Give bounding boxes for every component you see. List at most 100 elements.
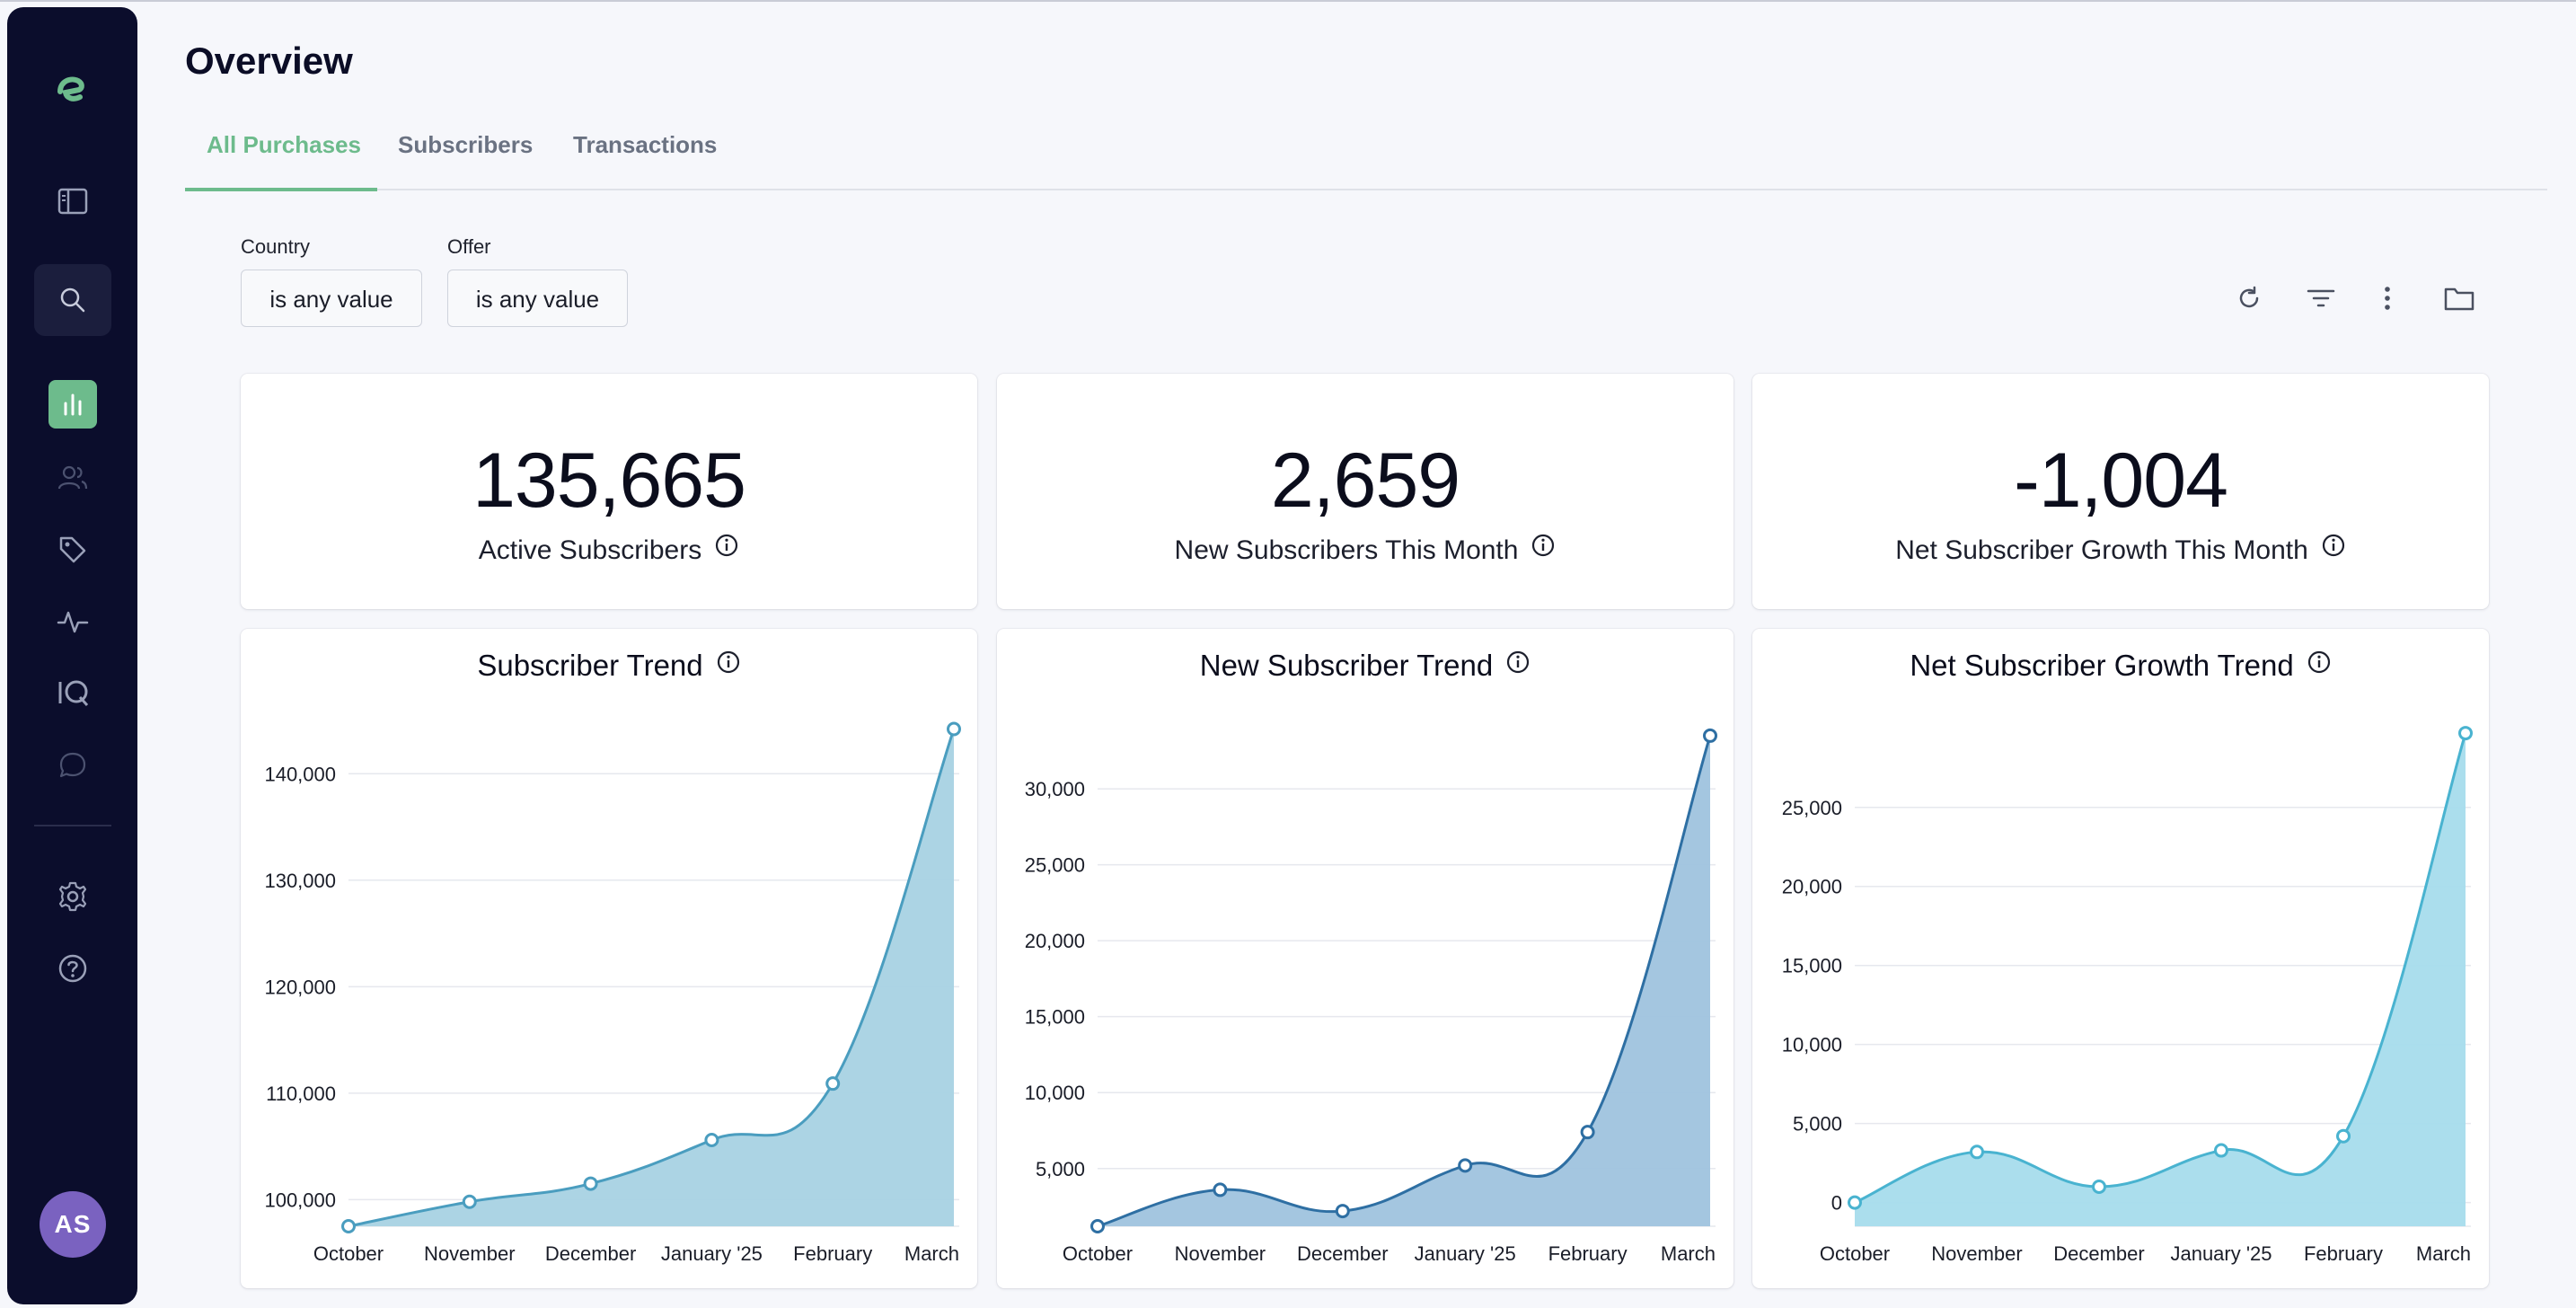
sidebar-item-activity[interactable] [34, 586, 111, 658]
y-tick-label: 10,000 [1782, 1034, 1842, 1056]
data-point[interactable] [1458, 1158, 1473, 1173]
info-icon[interactable] [2307, 648, 2332, 682]
kpi-label-wrap: Net Subscriber Growth This Month [1752, 533, 2489, 568]
chart-title: Subscriber Trend [477, 649, 703, 682]
x-tick-label: December [2053, 1242, 2144, 1265]
refresh-button[interactable] [2222, 271, 2276, 325]
logo-icon [57, 76, 84, 102]
data-point[interactable] [1213, 1182, 1228, 1198]
app-logo[interactable] [34, 54, 111, 126]
search-icon [60, 287, 85, 313]
filter-icon [2307, 289, 2335, 307]
data-point[interactable] [947, 721, 961, 737]
x-tick-label: November [424, 1242, 515, 1265]
iq-icon [58, 680, 89, 706]
data-point[interactable] [1703, 728, 1717, 743]
data-point[interactable] [2336, 1128, 2351, 1144]
kpi-label: New Subscribers This Month [1174, 535, 1519, 565]
y-tick-label: 25,000 [1025, 854, 1085, 877]
y-tick-label: 0 [1831, 1192, 1842, 1215]
data-point[interactable] [1090, 1219, 1105, 1233]
info-icon[interactable] [714, 533, 739, 565]
data-point[interactable] [2092, 1180, 2106, 1195]
x-tick-label: November [1931, 1242, 2022, 1265]
data-point[interactable] [462, 1194, 477, 1209]
data-point[interactable] [1335, 1204, 1350, 1219]
more-options-button[interactable] [2360, 271, 2414, 325]
filter-offer-button[interactable]: is any value [447, 270, 628, 327]
y-tick-label: 15,000 [1025, 1006, 1085, 1029]
x-tick-label: January '25 [661, 1242, 763, 1265]
x-tick-label: February [1548, 1242, 1628, 1265]
sidebar-item-users[interactable] [34, 442, 111, 514]
window-top-border [0, 0, 2576, 2]
sidebar-toggle-icon [57, 188, 88, 215]
chart-title: New Subscriber Trend [1199, 649, 1494, 682]
chart-title-wrap: Net Subscriber Growth Trend [1752, 649, 2489, 685]
x-tick-label: March [2416, 1242, 2471, 1265]
filter-country-button[interactable]: is any value [241, 270, 422, 327]
y-tick-label: 20,000 [1782, 876, 1842, 898]
subscriber-trend-chart: 100,000 110,000 120,000 130,000 140,000 Octob… [264, 721, 961, 1265]
data-point[interactable] [2458, 726, 2473, 741]
sidebar-item-analytics[interactable] [34, 368, 111, 440]
sidebar-item-chat[interactable] [34, 729, 111, 801]
sidebar-item-settings[interactable] [34, 861, 111, 932]
refresh-icon [2239, 286, 2259, 308]
filter-toggle-button[interactable] [2294, 271, 2348, 325]
data-point[interactable] [341, 1219, 356, 1233]
sidebar-item-iq[interactable] [34, 658, 111, 729]
kpi-value: 2,659 [1270, 437, 1460, 524]
x-tick-label: November [1175, 1242, 1266, 1265]
info-icon[interactable] [1531, 533, 1556, 565]
y-tick-label: 20,000 [1025, 930, 1085, 952]
chat-icon [59, 752, 86, 778]
data-point[interactable] [2214, 1143, 2228, 1158]
tab-bar: All Purchases Subscribers Transactions [185, 117, 2547, 191]
y-tick-label: 100,000 [264, 1189, 336, 1211]
users-icon [57, 465, 88, 490]
y-tick-label: 10,000 [1025, 1082, 1085, 1104]
x-tick-label: October [313, 1242, 384, 1265]
kpi-value: -1,004 [2014, 437, 2228, 524]
x-tick-label: October [1820, 1242, 1890, 1265]
sidebar-search-button[interactable] [34, 264, 111, 336]
info-icon[interactable] [2321, 533, 2346, 565]
avatar[interactable]: AS [40, 1191, 106, 1258]
tab-transactions[interactable]: Transactions [573, 131, 718, 158]
tag-icon [59, 536, 86, 563]
info-icon[interactable] [1505, 648, 1531, 682]
chart-title-wrap: New Subscriber Trend [997, 649, 1734, 685]
more-vertical-icon [2385, 287, 2390, 310]
y-tick-label: 15,000 [1782, 955, 1842, 977]
data-point[interactable] [1970, 1144, 1984, 1160]
data-point[interactable] [1848, 1195, 1862, 1210]
pulse-icon [57, 611, 89, 633]
series-area [1098, 735, 1710, 1226]
help-icon [58, 954, 87, 983]
x-tick-label: December [1297, 1242, 1388, 1265]
filter-offer: Offer is any value [447, 235, 628, 327]
y-tick-label: 5,000 [1036, 1158, 1085, 1180]
chart-card-new-subscriber-trend: New Subscriber Trend 5,000 10,000 15,000 20… [997, 629, 1734, 1288]
kpi-label-wrap: New Subscribers This Month [997, 533, 1734, 568]
kpi-card-new-subscribers: 2,659 New Subscribers This Month [997, 374, 1734, 609]
tab-all-purchases[interactable]: All Purchases [207, 131, 361, 158]
y-tick-label: 120,000 [264, 976, 336, 998]
bar-chart-icon [64, 393, 82, 416]
data-point[interactable] [1580, 1125, 1595, 1140]
data-point[interactable] [583, 1176, 598, 1191]
info-icon[interactable] [716, 648, 741, 682]
x-tick-label: January '25 [1415, 1242, 1516, 1265]
sidebar: AS [7, 7, 137, 1304]
sidebar-item-help[interactable] [34, 932, 111, 1004]
tab-subscribers[interactable]: Subscribers [398, 131, 534, 158]
y-tick-label: 30,000 [1025, 778, 1085, 800]
y-tick-label: 110,000 [266, 1083, 336, 1105]
data-point[interactable] [704, 1132, 719, 1147]
sidebar-item-offers[interactable] [34, 514, 111, 586]
data-point[interactable] [825, 1076, 841, 1091]
folder-button[interactable] [2432, 271, 2486, 325]
sidebar-toggle-button[interactable] [34, 165, 111, 237]
y-tick-label: 5,000 [1793, 1113, 1842, 1136]
